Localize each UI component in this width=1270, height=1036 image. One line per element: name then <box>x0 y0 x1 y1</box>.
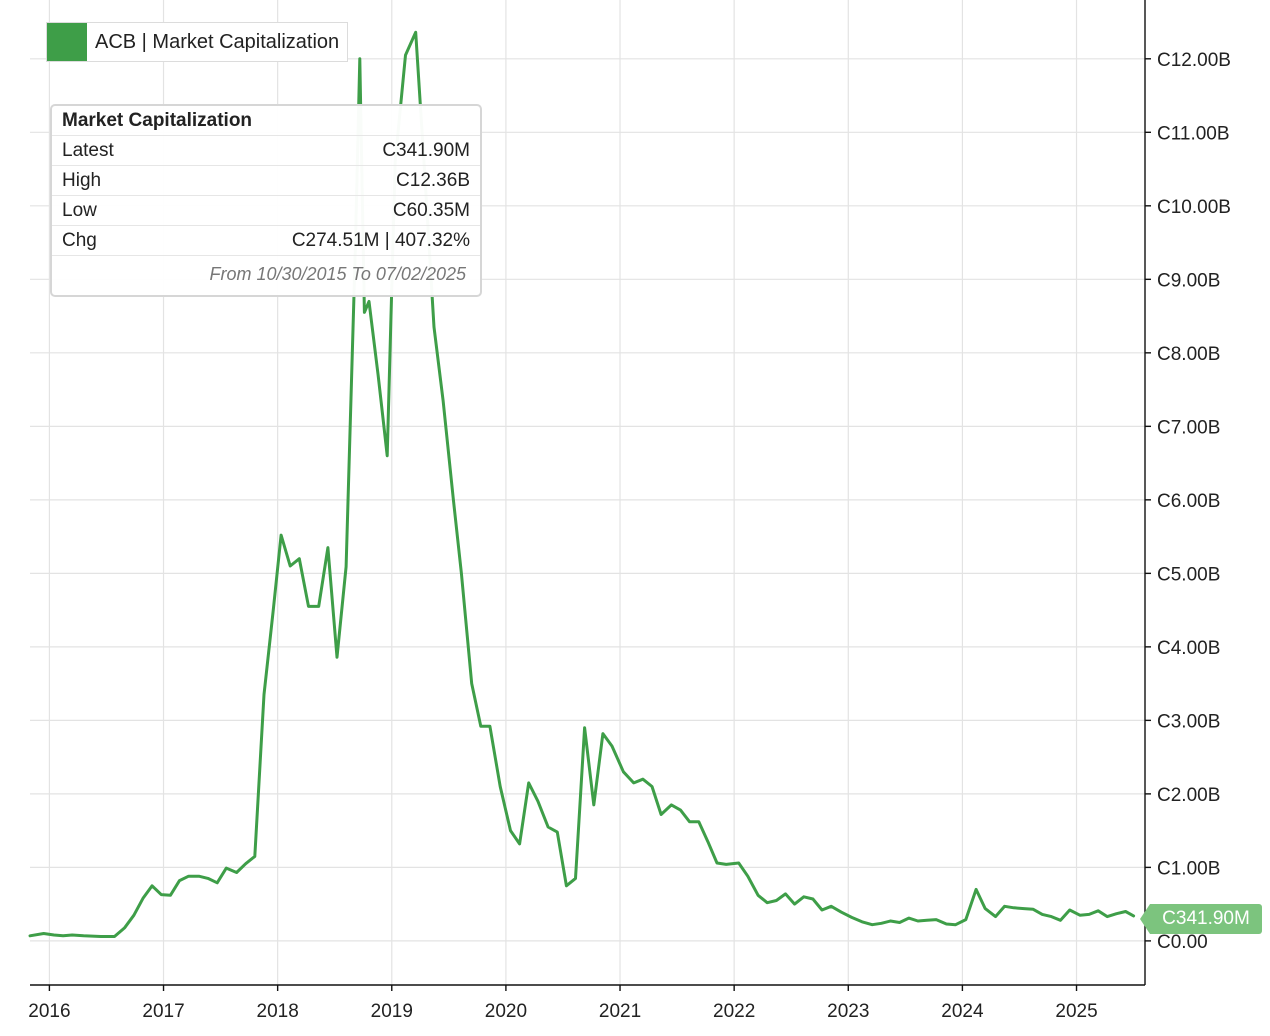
y-tick-label: C7.00B <box>1157 417 1220 438</box>
info-value: C60.35M <box>392 200 470 221</box>
grid-lines <box>30 0 1145 985</box>
info-label: Chg <box>62 230 97 251</box>
x-tick-label: 2025 <box>1055 1001 1097 1022</box>
y-tick-label: C2.00B <box>1157 785 1220 806</box>
y-tick-label: C1.00B <box>1157 858 1220 879</box>
x-tick-label: 2016 <box>28 1001 70 1022</box>
axes <box>30 0 1146 986</box>
series-layer <box>28 30 1136 938</box>
info-label: Latest <box>62 140 114 161</box>
market-cap-info-box: Market Capitalization Latest C341.90M Hi… <box>50 104 482 297</box>
x-tick-label: 2024 <box>941 1001 984 1022</box>
badge-pointer <box>1140 904 1150 934</box>
info-row-chg: Chg C274.51M | 407.32% <box>52 225 480 255</box>
y-tick-labels: C0.00 C1.00B C2.00B C3.00B C4.00B C5.00B C6.00… <box>1145 50 1231 953</box>
x-tick-label: 2023 <box>827 1001 869 1022</box>
info-row-high: High C12.36B <box>52 165 480 195</box>
legend[interactable]: ACB | Market Capitalization <box>46 22 349 62</box>
y-tick-label: C10.00B <box>1157 197 1231 218</box>
info-value: C274.51M | 407.32% <box>291 230 470 251</box>
x-tick-label: 2019 <box>371 1001 413 1022</box>
info-row-latest: Latest C341.90M <box>52 135 480 165</box>
info-box-title: Market Capitalization <box>62 110 253 131</box>
y-tick-label: C6.00B <box>1157 491 1220 512</box>
y-tick-label: C5.00B <box>1157 564 1220 585</box>
y-tick-label: C9.00B <box>1157 270 1220 291</box>
legend-swatch <box>47 23 87 61</box>
y-tick-label: C12.00B <box>1157 50 1231 71</box>
x-tick-label: 2020 <box>485 1001 527 1022</box>
x-tick-label: 2021 <box>599 1001 641 1022</box>
info-value: C341.90M <box>382 140 470 161</box>
last-value-badge: C341.90M <box>1140 904 1262 934</box>
info-row-low: Low C60.35M <box>52 195 480 225</box>
x-tick-labels: 2016 2017 2018 2019 2020 2021 2022 2023 2024 2025 <box>28 985 1098 1022</box>
y-tick-label: C0.00 <box>1157 932 1208 953</box>
x-tick-label: 2022 <box>713 1001 755 1022</box>
info-value: C12.36B <box>396 170 470 191</box>
y-tick-label: C8.00B <box>1157 344 1220 365</box>
y-tick-label: C3.00B <box>1157 711 1220 732</box>
info-label: Low <box>62 200 97 221</box>
info-label: High <box>62 170 102 191</box>
y-tick-label: C4.00B <box>1157 638 1220 659</box>
legend-label: ACB | Market Capitalization <box>95 30 340 53</box>
x-tick-label: 2017 <box>142 1001 184 1022</box>
info-box-date-range: From 10/30/2015 To 07/02/2025 <box>52 255 480 295</box>
y-tick-label: C11.00B <box>1157 123 1230 144</box>
x-tick-label: 2018 <box>257 1001 299 1022</box>
last-value-label: C341.90M <box>1150 904 1262 934</box>
series-line-0 <box>28 30 1136 938</box>
